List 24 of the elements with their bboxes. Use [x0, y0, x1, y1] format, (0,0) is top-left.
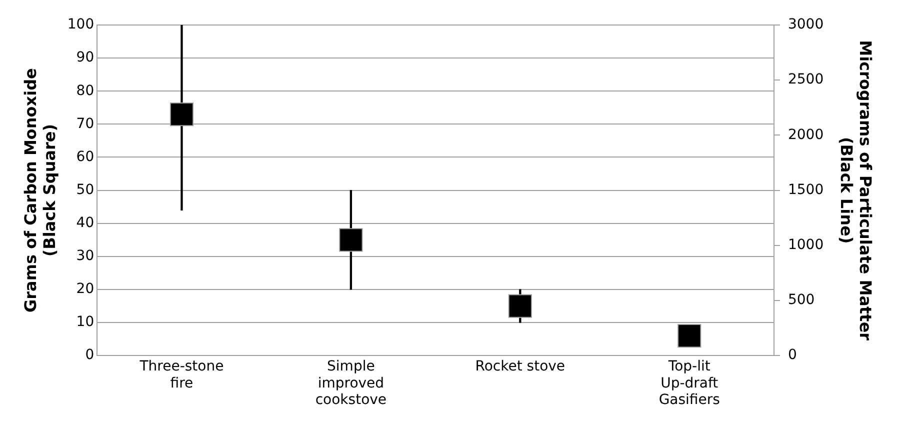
y2-tick-label: 2000: [788, 126, 824, 143]
y-tick-label: 100: [67, 16, 94, 33]
y2-tick-label: 3000: [788, 16, 824, 33]
y-tick-label: 90: [76, 50, 94, 66]
y-tick-label: 20: [76, 281, 94, 298]
y2-tick-label: 500: [788, 292, 815, 308]
y2-tick-label: 1500: [788, 182, 824, 198]
y-tick-label: 70: [76, 116, 94, 132]
y-tick-label: 50: [76, 182, 94, 198]
y2-axis-title: Micrograms of Particulate Matter (Black Line): [837, 40, 876, 341]
y-tick-label: 0: [85, 347, 94, 364]
y-tick-label: 80: [76, 82, 94, 99]
y-axis-title: Grams of Carbon Monoxide (Black Square): [20, 68, 59, 312]
y-tick-label: 60: [76, 148, 94, 165]
y2-tick-label: 2500: [788, 72, 824, 88]
x-tick-label: Top-lit Up-draft Gasifiers: [658, 358, 720, 408]
y-tick-label: 10: [76, 314, 94, 330]
y-tick-label: 40: [76, 215, 94, 231]
y2-tick-label: 0: [788, 347, 797, 364]
x-tick-label: Rocket stove: [475, 358, 566, 375]
y2-tick-label: 1000: [788, 237, 824, 254]
x-tick-label: Simple improved cookstove: [315, 358, 387, 408]
x-tick-label: Three-stone fire: [138, 358, 224, 392]
y-tick-label: 30: [76, 248, 94, 264]
